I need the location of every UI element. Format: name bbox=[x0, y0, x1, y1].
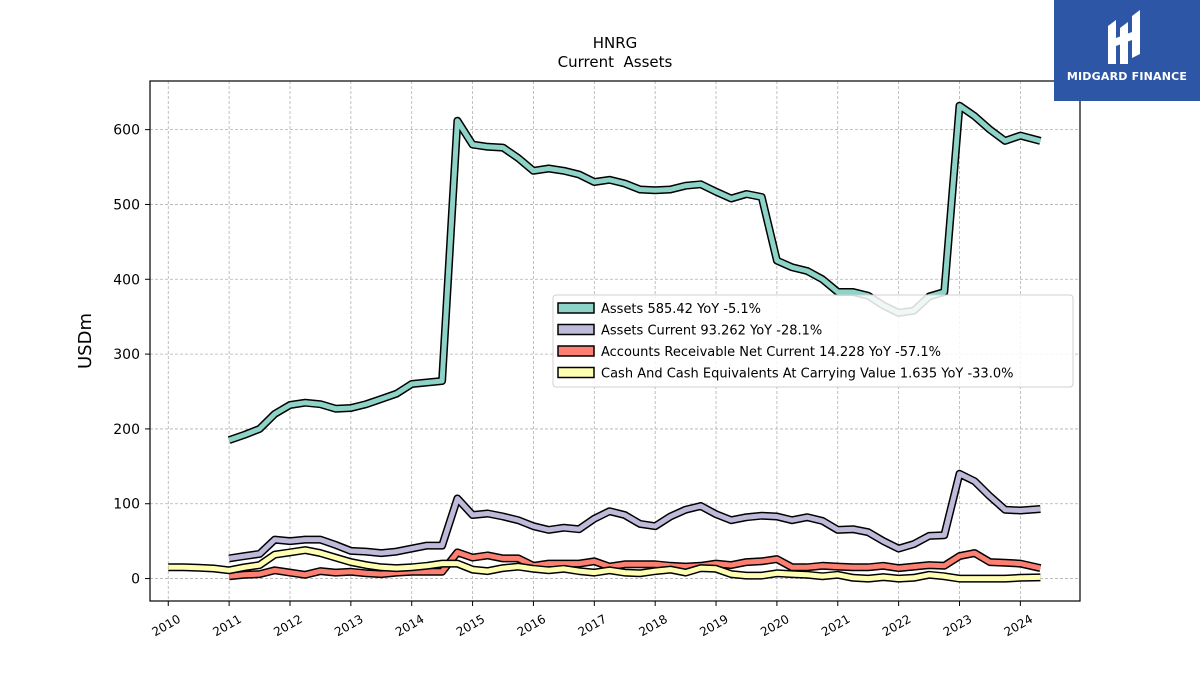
x-tick-label: 2017 bbox=[576, 612, 609, 639]
y-tick-label: 400 bbox=[113, 272, 140, 288]
y-tick-label: 100 bbox=[113, 497, 140, 513]
legend-label-2: Accounts Receivable Net Current 14.228 Y… bbox=[601, 345, 941, 360]
x-tick-label: 2018 bbox=[636, 612, 669, 639]
x-tick-label: 2013 bbox=[332, 612, 365, 639]
midgard-logo-icon bbox=[1108, 10, 1140, 64]
y-tick-label: 600 bbox=[113, 123, 140, 139]
x-tick-label: 2012 bbox=[271, 612, 304, 639]
legend-label-0: Assets 585.42 YoY -5.1% bbox=[601, 302, 761, 317]
plot-frame bbox=[149, 80, 1081, 602]
chart-title: HNRG bbox=[593, 34, 638, 52]
y-axis-label: USDm bbox=[75, 313, 96, 369]
brand-logo: MIDGARD FINANCE bbox=[1054, 0, 1200, 101]
x-tick-label: 2021 bbox=[819, 612, 852, 639]
x-tick-label: 2011 bbox=[210, 612, 243, 639]
x-tick-label: 2023 bbox=[941, 612, 974, 639]
legend-swatch-0 bbox=[557, 302, 595, 314]
x-tick-label: 2022 bbox=[880, 612, 913, 639]
legend-swatch-1 bbox=[557, 323, 595, 336]
series-line-1 bbox=[228, 471, 1041, 561]
x-tick-label: 2015 bbox=[454, 612, 487, 639]
legend-label-1: Assets Current 93.262 YoY -28.1% bbox=[601, 324, 822, 339]
x-tick-label: 2019 bbox=[697, 612, 730, 639]
x-tick-label: 2010 bbox=[150, 612, 183, 639]
chart-subtitle: Current Assets bbox=[558, 53, 673, 71]
y-tick-label: 300 bbox=[113, 347, 140, 363]
legend-swatch-2 bbox=[557, 345, 595, 357]
series-line-2 bbox=[228, 549, 1041, 579]
x-tick-label: 2020 bbox=[758, 612, 791, 639]
x-tick-label: 2024 bbox=[1002, 612, 1035, 639]
y-tick-label: 0 bbox=[131, 572, 140, 588]
legend-label-3: Cash And Cash Equivalents At Carrying Va… bbox=[601, 367, 1013, 382]
series-line-3 bbox=[168, 547, 1041, 582]
series-lines bbox=[168, 101, 1042, 583]
legend-swatch-3 bbox=[557, 366, 595, 379]
y-tick-label: 500 bbox=[113, 197, 140, 213]
y-tick-label: 200 bbox=[113, 422, 140, 438]
legend-box bbox=[552, 294, 1074, 388]
x-tick-label: 2014 bbox=[393, 612, 426, 639]
x-tick-label: 2016 bbox=[515, 612, 548, 639]
brand-name: MIDGARD FINANCE bbox=[1066, 70, 1188, 83]
legend: Assets 585.42 YoY -5.1% Assets Current 93… bbox=[552, 294, 1074, 388]
